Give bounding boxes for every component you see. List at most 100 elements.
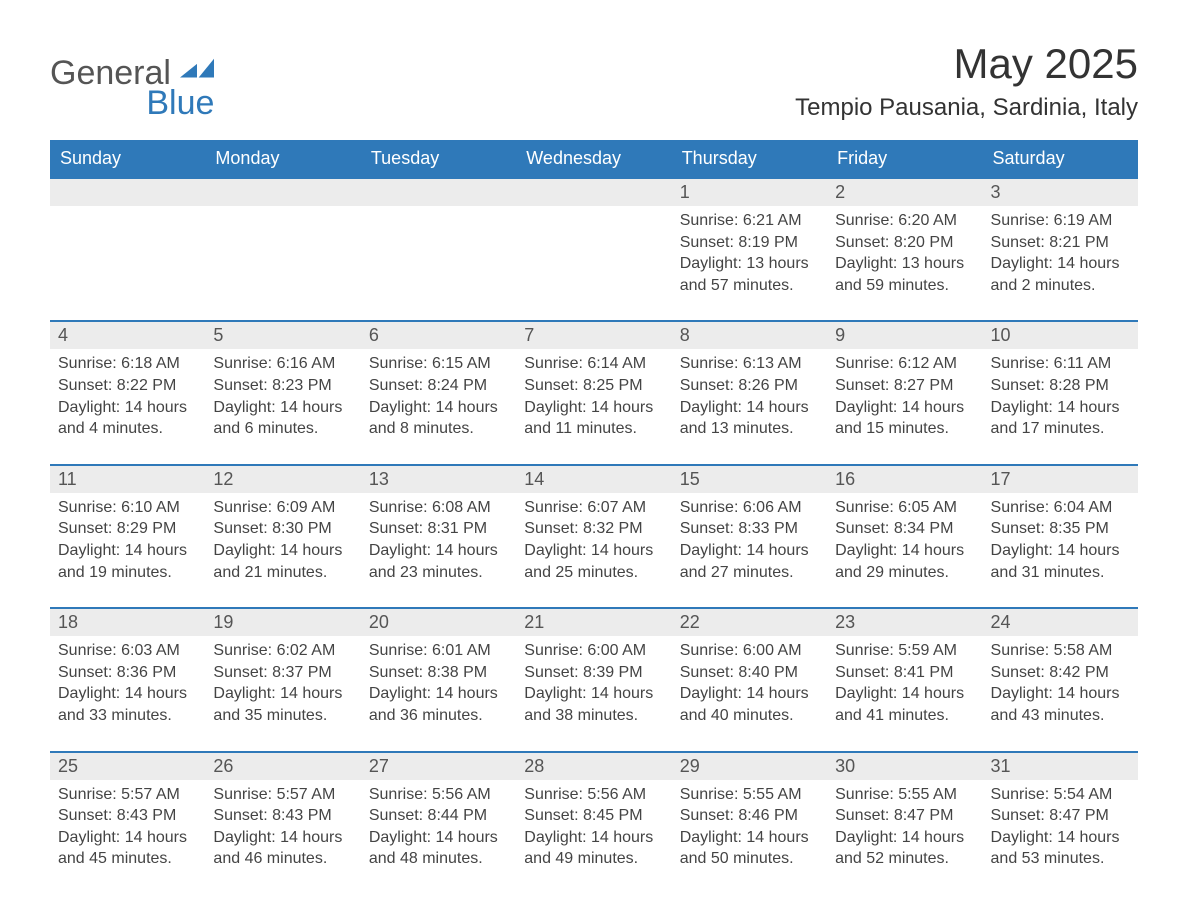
day-cell: 31Sunrise: 5:54 AMSunset: 8:47 PMDayligh… — [983, 752, 1138, 894]
sunrise-line: Sunrise: 6:20 AM — [835, 210, 974, 232]
daylight-line-2: and 52 minutes. — [835, 848, 974, 870]
sunset-line: Sunset: 8:20 PM — [835, 232, 974, 254]
sunset-line: Sunset: 8:30 PM — [213, 518, 352, 540]
day-number: 4 — [50, 322, 205, 349]
day-body: Sunrise: 6:18 AMSunset: 8:22 PMDaylight:… — [50, 349, 205, 463]
day-cell: 19Sunrise: 6:02 AMSunset: 8:37 PMDayligh… — [205, 608, 360, 751]
day-number-empty — [516, 179, 671, 206]
day-body: Sunrise: 6:01 AMSunset: 8:38 PMDaylight:… — [361, 636, 516, 750]
day-body: Sunrise: 6:04 AMSunset: 8:35 PMDaylight:… — [983, 493, 1138, 607]
daylight-line-2: and 13 minutes. — [680, 418, 819, 440]
location-subtitle: Tempio Pausania, Sardinia, Italy — [795, 94, 1138, 122]
daylight-line-2: and 40 minutes. — [680, 705, 819, 727]
day-number: 31 — [983, 753, 1138, 780]
day-body: Sunrise: 6:15 AMSunset: 8:24 PMDaylight:… — [361, 349, 516, 463]
sunset-line: Sunset: 8:35 PM — [991, 518, 1130, 540]
week-row: 4Sunrise: 6:18 AMSunset: 8:22 PMDaylight… — [50, 321, 1138, 464]
day-number: 26 — [205, 753, 360, 780]
sunrise-line: Sunrise: 6:14 AM — [524, 353, 663, 375]
daylight-line-2: and 49 minutes. — [524, 848, 663, 870]
day-cell: 23Sunrise: 5:59 AMSunset: 8:41 PMDayligh… — [827, 608, 982, 751]
day-cell: 1Sunrise: 6:21 AMSunset: 8:19 PMDaylight… — [672, 178, 827, 321]
day-cell: 7Sunrise: 6:14 AMSunset: 8:25 PMDaylight… — [516, 321, 671, 464]
day-body: Sunrise: 5:58 AMSunset: 8:42 PMDaylight:… — [983, 636, 1138, 750]
daylight-line-2: and 23 minutes. — [369, 562, 508, 584]
daylight-line-2: and 50 minutes. — [680, 848, 819, 870]
sunrise-line: Sunrise: 6:03 AM — [58, 640, 197, 662]
day-number: 21 — [516, 609, 671, 636]
day-cell: 14Sunrise: 6:07 AMSunset: 8:32 PMDayligh… — [516, 465, 671, 608]
daylight-line-2: and 21 minutes. — [213, 562, 352, 584]
sunset-line: Sunset: 8:37 PM — [213, 662, 352, 684]
daylight-line-1: Daylight: 14 hours — [835, 827, 974, 849]
day-number: 14 — [516, 466, 671, 493]
day-body: Sunrise: 6:10 AMSunset: 8:29 PMDaylight:… — [50, 493, 205, 607]
daylight-line-1: Daylight: 14 hours — [58, 397, 197, 419]
sunset-line: Sunset: 8:22 PM — [58, 375, 197, 397]
sunrise-line: Sunrise: 5:57 AM — [58, 784, 197, 806]
daylight-line-1: Daylight: 13 hours — [680, 253, 819, 275]
sunset-line: Sunset: 8:47 PM — [991, 805, 1130, 827]
daylight-line-1: Daylight: 14 hours — [680, 540, 819, 562]
sunset-line: Sunset: 8:39 PM — [524, 662, 663, 684]
logo: General Blue — [50, 40, 214, 120]
day-body: Sunrise: 5:56 AMSunset: 8:44 PMDaylight:… — [361, 780, 516, 894]
daylight-line-1: Daylight: 14 hours — [835, 683, 974, 705]
day-number: 15 — [672, 466, 827, 493]
sunset-line: Sunset: 8:45 PM — [524, 805, 663, 827]
day-body: Sunrise: 6:11 AMSunset: 8:28 PMDaylight:… — [983, 349, 1138, 463]
day-number: 7 — [516, 322, 671, 349]
day-cell — [50, 178, 205, 321]
day-number: 19 — [205, 609, 360, 636]
daylight-line-1: Daylight: 14 hours — [680, 397, 819, 419]
sunset-line: Sunset: 8:36 PM — [58, 662, 197, 684]
day-body: Sunrise: 6:05 AMSunset: 8:34 PMDaylight:… — [827, 493, 982, 607]
sunrise-line: Sunrise: 6:00 AM — [524, 640, 663, 662]
sunrise-line: Sunrise: 6:10 AM — [58, 497, 197, 519]
daylight-line-2: and 29 minutes. — [835, 562, 974, 584]
sunset-line: Sunset: 8:31 PM — [369, 518, 508, 540]
day-body: Sunrise: 6:08 AMSunset: 8:31 PMDaylight:… — [361, 493, 516, 607]
sunrise-line: Sunrise: 6:16 AM — [213, 353, 352, 375]
sunset-line: Sunset: 8:42 PM — [991, 662, 1130, 684]
day-number: 18 — [50, 609, 205, 636]
sunset-line: Sunset: 8:38 PM — [369, 662, 508, 684]
day-cell — [361, 178, 516, 321]
day-body: Sunrise: 6:00 AMSunset: 8:40 PMDaylight:… — [672, 636, 827, 750]
title-block: May 2025 Tempio Pausania, Sardinia, Ital… — [795, 40, 1138, 130]
day-cell: 11Sunrise: 6:10 AMSunset: 8:29 PMDayligh… — [50, 465, 205, 608]
day-number: 24 — [983, 609, 1138, 636]
daylight-line-2: and 25 minutes. — [524, 562, 663, 584]
day-cell: 15Sunrise: 6:06 AMSunset: 8:33 PMDayligh… — [672, 465, 827, 608]
day-number: 11 — [50, 466, 205, 493]
day-cell: 4Sunrise: 6:18 AMSunset: 8:22 PMDaylight… — [50, 321, 205, 464]
day-number: 3 — [983, 179, 1138, 206]
day-cell: 29Sunrise: 5:55 AMSunset: 8:46 PMDayligh… — [672, 752, 827, 894]
day-cell: 16Sunrise: 6:05 AMSunset: 8:34 PMDayligh… — [827, 465, 982, 608]
day-body: Sunrise: 6:14 AMSunset: 8:25 PMDaylight:… — [516, 349, 671, 463]
day-cell: 5Sunrise: 6:16 AMSunset: 8:23 PMDaylight… — [205, 321, 360, 464]
day-body: Sunrise: 6:03 AMSunset: 8:36 PMDaylight:… — [50, 636, 205, 750]
sunset-line: Sunset: 8:43 PM — [213, 805, 352, 827]
daylight-line-2: and 31 minutes. — [991, 562, 1130, 584]
sunrise-line: Sunrise: 6:07 AM — [524, 497, 663, 519]
day-number-empty — [50, 179, 205, 206]
sunset-line: Sunset: 8:27 PM — [835, 375, 974, 397]
calendar-page: General Blue May 2025 Tempio Pausania, S… — [0, 0, 1188, 924]
day-cell: 3Sunrise: 6:19 AMSunset: 8:21 PMDaylight… — [983, 178, 1138, 321]
day-cell: 22Sunrise: 6:00 AMSunset: 8:40 PMDayligh… — [672, 608, 827, 751]
page-header: General Blue May 2025 Tempio Pausania, S… — [50, 40, 1138, 130]
day-cell: 20Sunrise: 6:01 AMSunset: 8:38 PMDayligh… — [361, 608, 516, 751]
daylight-line-1: Daylight: 14 hours — [369, 683, 508, 705]
day-cell: 9Sunrise: 6:12 AMSunset: 8:27 PMDaylight… — [827, 321, 982, 464]
daylight-line-2: and 8 minutes. — [369, 418, 508, 440]
week-row: 18Sunrise: 6:03 AMSunset: 8:36 PMDayligh… — [50, 608, 1138, 751]
sunrise-line: Sunrise: 6:08 AM — [369, 497, 508, 519]
daylight-line-1: Daylight: 14 hours — [991, 253, 1130, 275]
day-number: 8 — [672, 322, 827, 349]
day-number: 12 — [205, 466, 360, 493]
daylight-line-1: Daylight: 14 hours — [369, 397, 508, 419]
day-cell: 30Sunrise: 5:55 AMSunset: 8:47 PMDayligh… — [827, 752, 982, 894]
day-number: 30 — [827, 753, 982, 780]
day-number: 17 — [983, 466, 1138, 493]
